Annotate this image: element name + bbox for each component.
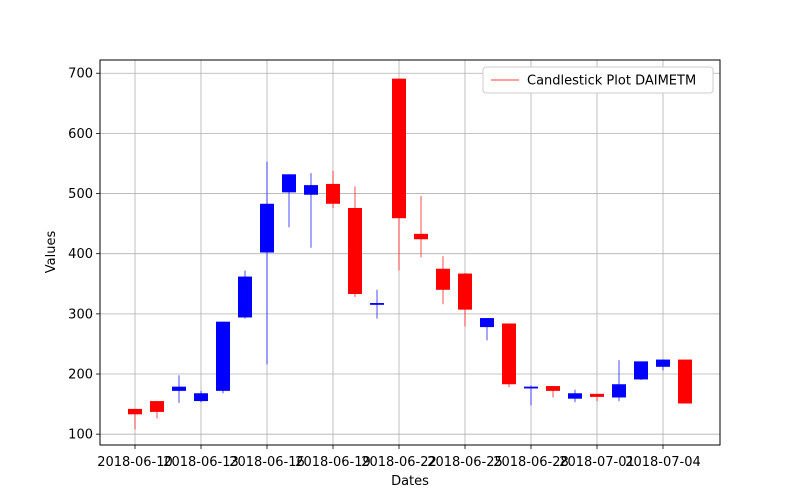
candle	[656, 359, 670, 371]
candle	[370, 289, 384, 319]
candle-body	[458, 273, 472, 310]
legend-label: Candlestick Plot DAIMETM	[527, 74, 696, 89]
candle	[634, 361, 648, 381]
axes-frame	[99, 59, 721, 446]
x-axis-ticks: 2018-06-102018-06-132018-06-162018-06-19…	[97, 445, 701, 470]
candle	[304, 173, 318, 248]
candle	[590, 393, 604, 402]
candle-body	[656, 359, 670, 367]
candle	[678, 359, 692, 404]
x-tick-label: 2018-06-16	[229, 455, 305, 470]
candle-body	[282, 174, 296, 193]
candle-body	[238, 276, 252, 318]
y-tick-label: 100	[68, 428, 93, 443]
candle-body	[612, 384, 626, 398]
candle	[502, 323, 516, 388]
candle	[524, 385, 538, 406]
candle	[414, 195, 428, 258]
x-tick-label: 2018-06-25	[427, 455, 503, 470]
candle-body	[414, 233, 428, 240]
candle-body	[348, 207, 362, 295]
candle-body	[634, 361, 648, 380]
candle-body	[304, 185, 318, 195]
candle-body	[194, 393, 208, 402]
candle	[546, 386, 560, 398]
candle-body	[172, 386, 186, 391]
candle	[392, 78, 406, 271]
x-axis-label: Dates	[391, 474, 429, 489]
candle-body	[392, 78, 406, 219]
x-tick-label: 2018-06-22	[361, 455, 437, 470]
candle-body	[370, 303, 384, 305]
y-axis-label: Values	[44, 231, 59, 274]
candle-body	[678, 359, 692, 404]
candle	[216, 321, 230, 394]
candle	[128, 408, 142, 430]
candle	[282, 174, 296, 228]
candle	[436, 256, 450, 305]
candle-body	[590, 393, 604, 397]
candle	[612, 360, 626, 402]
candle-body	[128, 408, 142, 415]
candle	[194, 390, 208, 403]
y-tick-label: 300	[68, 307, 93, 322]
candle-body	[502, 323, 516, 385]
x-tick-label: 2018-07-04	[625, 455, 701, 470]
legend-box	[482, 66, 714, 94]
candle	[260, 161, 274, 365]
y-tick-label: 600	[68, 127, 93, 142]
candle	[172, 375, 186, 403]
candle-body	[326, 183, 340, 204]
x-tick-label: 2018-06-28	[493, 455, 569, 470]
candle-body	[524, 386, 538, 389]
y-tick-label: 500	[68, 187, 93, 202]
x-tick-label: 2018-07-01	[559, 455, 635, 470]
grid	[100, 60, 720, 445]
y-tick-label: 400	[68, 247, 93, 262]
x-tick-label: 2018-06-19	[295, 455, 371, 470]
candle	[150, 401, 164, 419]
candle	[326, 170, 340, 208]
y-axis-ticks: 100 200 300 400 500 600 700	[68, 67, 100, 443]
y-tick-label: 700	[68, 67, 93, 82]
candle-body	[480, 318, 494, 328]
legend: Candlestick Plot DAIMETM	[482, 66, 714, 94]
x-tick-label: 2018-06-13	[163, 455, 239, 470]
candle	[480, 318, 494, 341]
candle	[568, 389, 582, 403]
x-tick-label: 2018-06-10	[97, 455, 173, 470]
candle	[458, 272, 472, 327]
candles	[128, 78, 692, 430]
y-tick-label: 200	[68, 368, 93, 383]
candle-body	[216, 321, 230, 391]
candle-body	[546, 386, 560, 391]
candle	[348, 186, 362, 298]
candle-body	[568, 393, 582, 399]
candle-body	[260, 203, 274, 253]
candle-body	[436, 268, 450, 290]
candle	[238, 270, 252, 319]
candle-body	[150, 401, 164, 412]
